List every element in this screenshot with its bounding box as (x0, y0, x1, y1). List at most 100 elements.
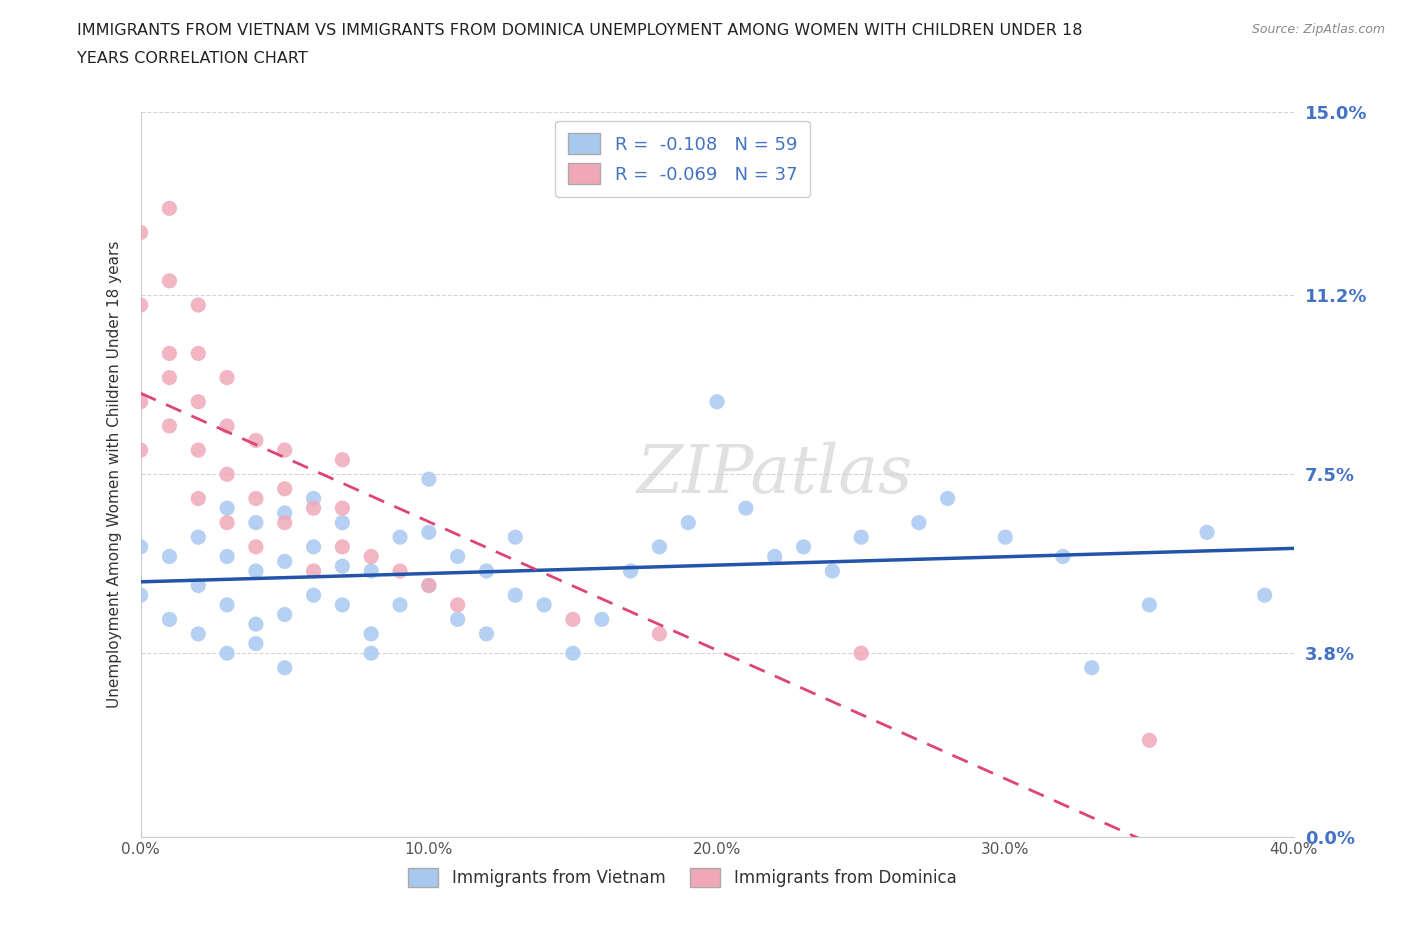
Point (245, 539, 267, 554)
Point (187, 578, 209, 593)
Point (706, 394, 728, 409)
Point (360, 549, 382, 564)
Text: YEARS CORRELATION CHART: YEARS CORRELATION CHART (77, 51, 308, 66)
Point (129, 588, 152, 603)
Point (849, 645, 872, 660)
Point (332, 597, 354, 612)
Point (447, 612, 470, 627)
Point (274, 482, 297, 497)
Point (648, 539, 671, 554)
Point (1081, 660, 1104, 675)
Point (217, 597, 239, 612)
Point (418, 525, 440, 539)
Point (360, 645, 382, 660)
Point (129, 394, 152, 409)
Point (274, 515, 297, 530)
Point (678, 515, 700, 530)
Point (1139, 733, 1161, 748)
Point (274, 660, 297, 675)
Point (418, 472, 440, 486)
Point (1139, 597, 1161, 612)
Point (302, 539, 325, 554)
Point (388, 564, 411, 578)
Point (936, 491, 959, 506)
Point (562, 612, 585, 627)
Point (418, 578, 440, 593)
Point (447, 549, 470, 564)
Point (245, 515, 267, 530)
Point (159, 346, 180, 361)
Point (994, 530, 1017, 545)
Text: ZIPatlas: ZIPatlas (637, 442, 912, 507)
Point (187, 627, 209, 642)
Point (159, 201, 180, 216)
Point (388, 597, 411, 612)
Point (849, 530, 872, 545)
Point (1195, 525, 1218, 539)
Point (159, 370, 180, 385)
Point (274, 506, 297, 521)
Point (591, 612, 613, 627)
Point (302, 491, 325, 506)
Point (159, 549, 180, 564)
Point (187, 491, 209, 506)
Point (217, 645, 239, 660)
Text: IMMIGRANTS FROM VIETNAM VS IMMIGRANTS FROM DOMINICA UNEMPLOYMENT AMONG WOMEN WIT: IMMIGRANTS FROM VIETNAM VS IMMIGRANTS FR… (77, 23, 1083, 38)
Point (187, 394, 209, 409)
Point (821, 564, 844, 578)
Point (274, 554, 297, 569)
Point (475, 627, 498, 642)
Point (1052, 549, 1074, 564)
Legend: Immigrants from Vietnam, Immigrants from Dominica: Immigrants from Vietnam, Immigrants from… (402, 861, 963, 894)
Point (187, 298, 209, 312)
Point (735, 500, 758, 515)
Point (475, 564, 498, 578)
Point (245, 491, 267, 506)
Point (245, 433, 267, 448)
Point (533, 597, 555, 612)
Point (619, 564, 641, 578)
Point (332, 559, 354, 574)
Y-axis label: Unemployment Among Women with Children Under 18 years: Unemployment Among Women with Children U… (107, 241, 122, 708)
Point (129, 443, 152, 458)
Point (217, 418, 239, 433)
Point (503, 588, 526, 603)
Point (217, 549, 239, 564)
Point (187, 443, 209, 458)
Point (648, 627, 671, 642)
Point (159, 612, 180, 627)
Point (388, 530, 411, 545)
Point (332, 515, 354, 530)
Point (159, 418, 180, 433)
Point (908, 515, 931, 530)
Point (217, 370, 239, 385)
Point (129, 539, 152, 554)
Point (274, 443, 297, 458)
Point (245, 617, 267, 631)
Point (332, 452, 354, 467)
Point (129, 225, 152, 240)
Point (360, 564, 382, 578)
Point (332, 500, 354, 515)
Point (187, 346, 209, 361)
Point (503, 530, 526, 545)
Point (793, 539, 815, 554)
Point (302, 564, 325, 578)
Point (418, 578, 440, 593)
Point (763, 549, 786, 564)
Point (129, 298, 152, 312)
Text: Source: ZipAtlas.com: Source: ZipAtlas.com (1251, 23, 1385, 36)
Point (447, 597, 470, 612)
Point (159, 273, 180, 288)
Point (562, 645, 585, 660)
Point (302, 588, 325, 603)
Point (217, 500, 239, 515)
Point (187, 530, 209, 545)
Point (274, 607, 297, 622)
Point (302, 500, 325, 515)
Point (245, 636, 267, 651)
Point (245, 564, 267, 578)
Point (332, 539, 354, 554)
Point (217, 515, 239, 530)
Point (1254, 588, 1277, 603)
